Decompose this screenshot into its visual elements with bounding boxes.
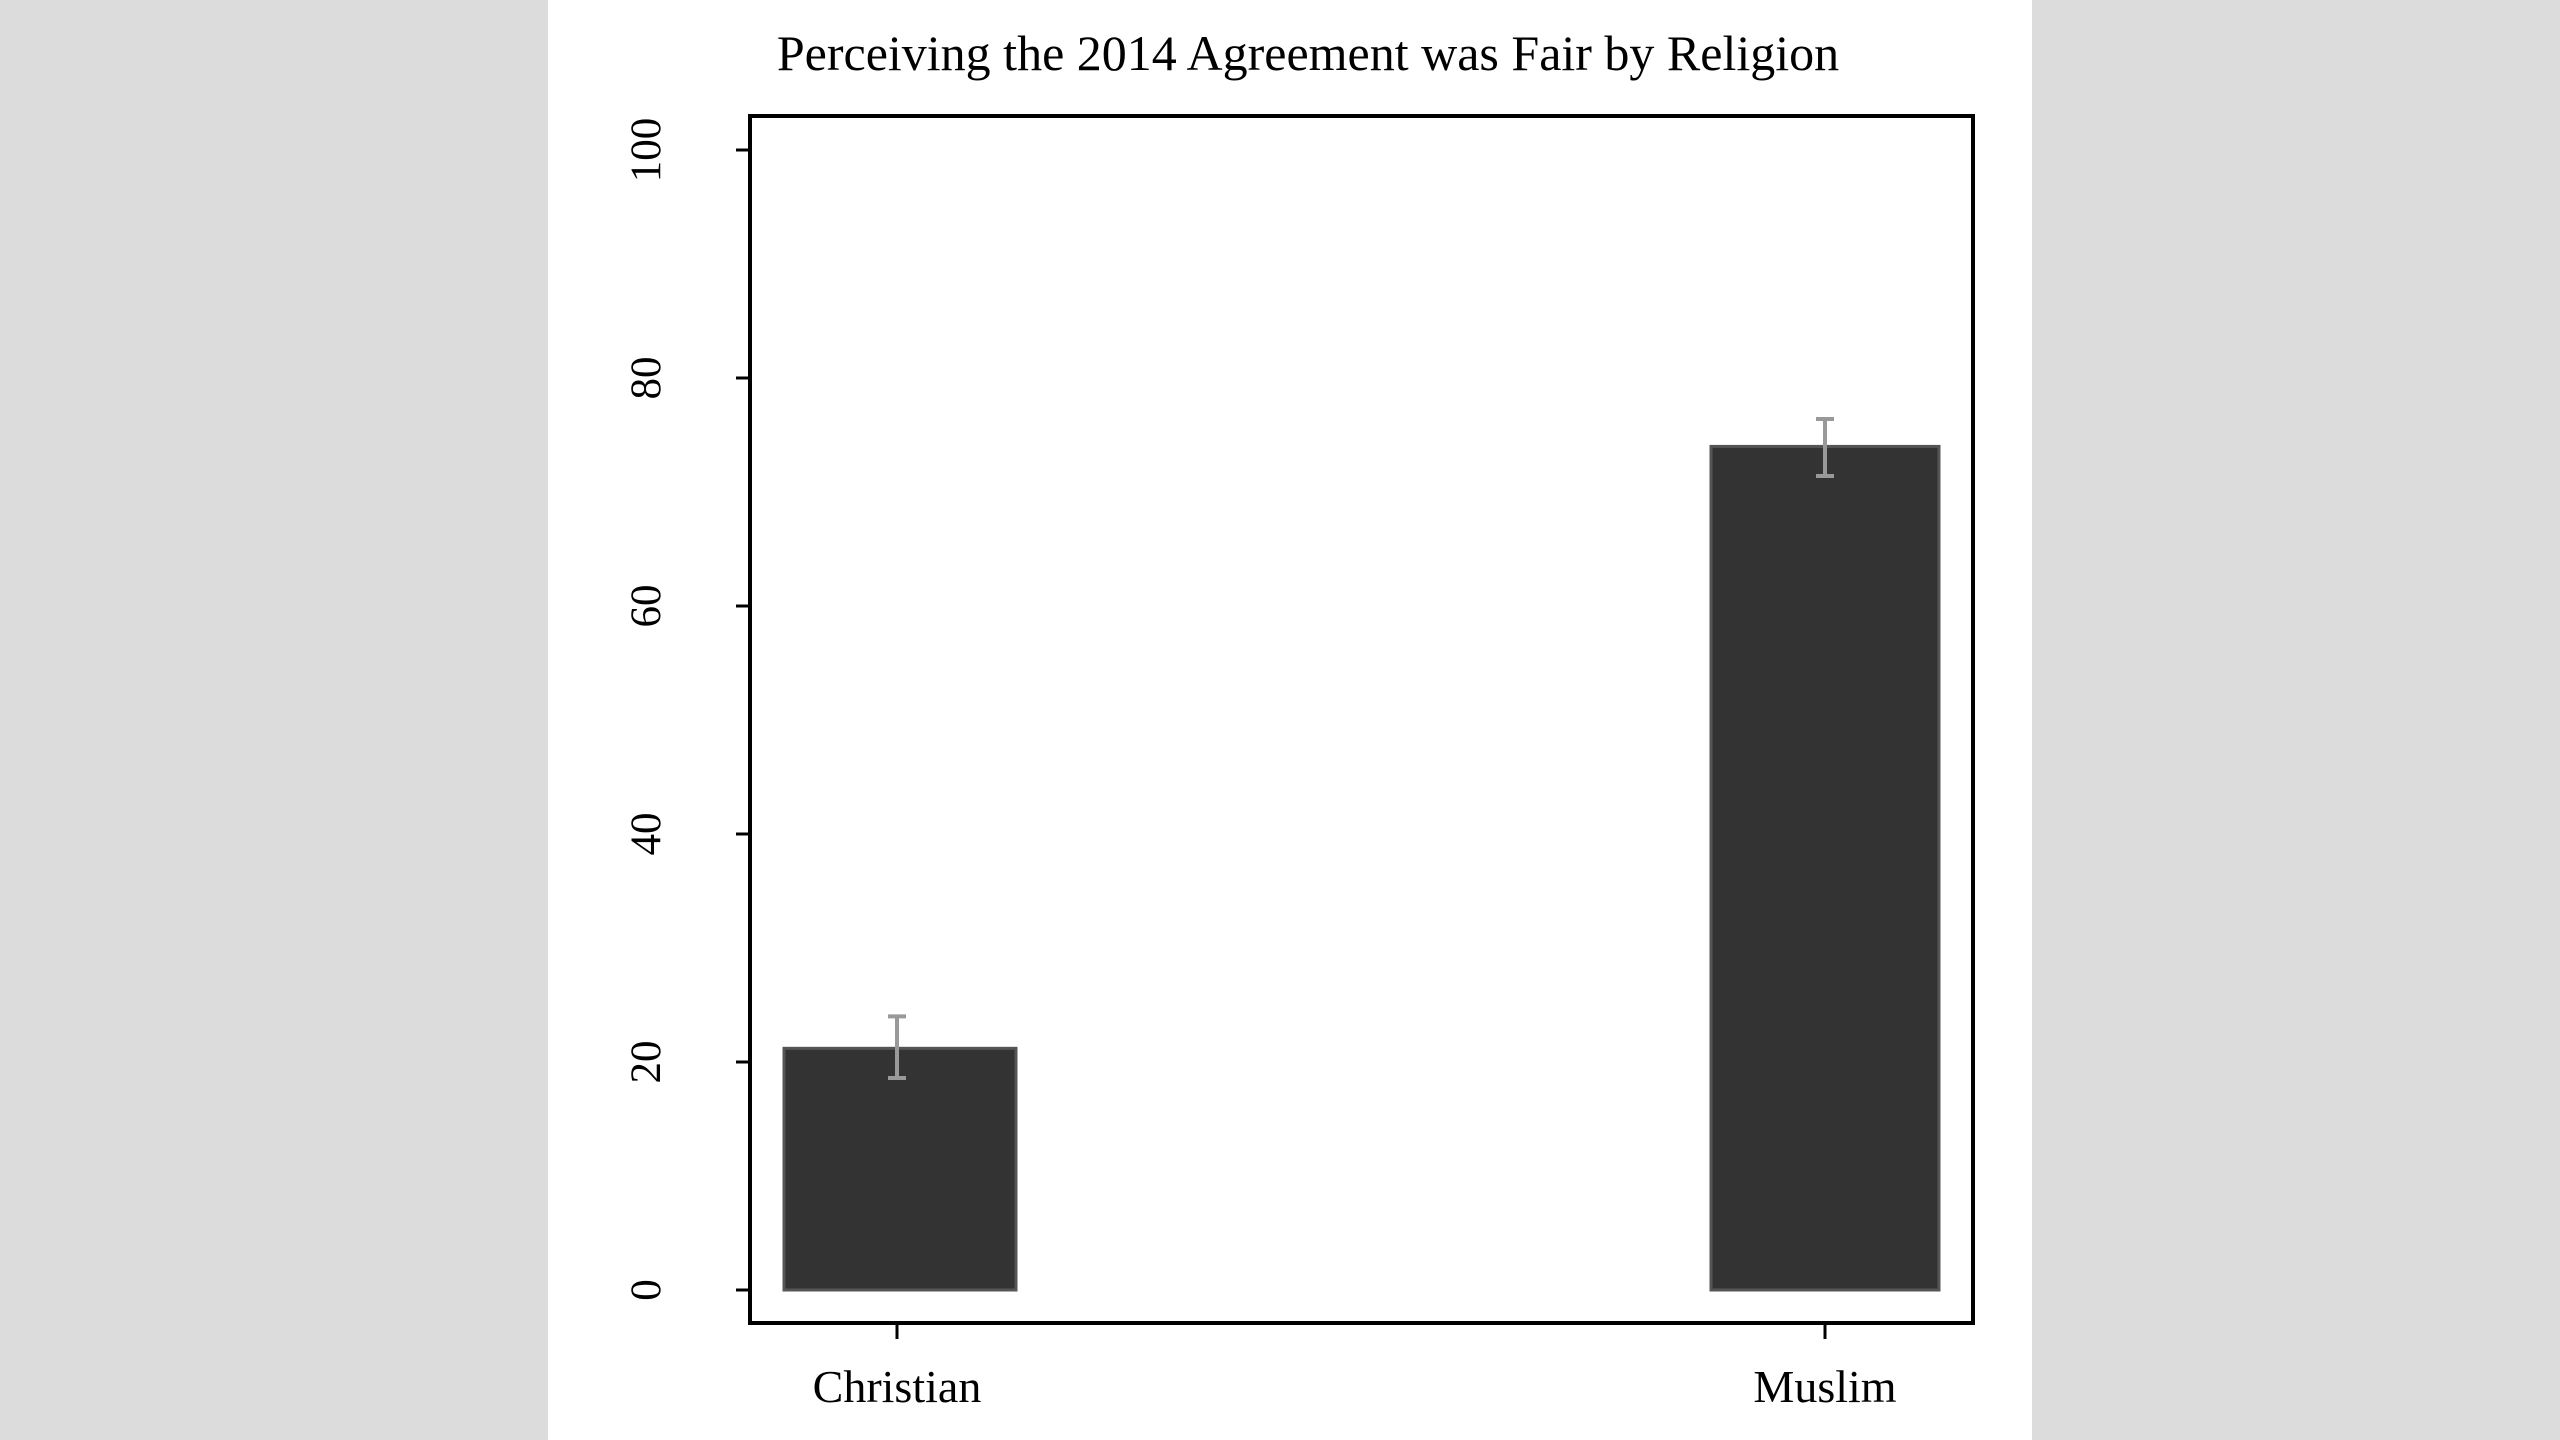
y-tick-label: 100 <box>623 118 670 183</box>
plot-area: 0 20 40 60 80 100 Christian Muslim <box>623 114 1975 1412</box>
x-tick-label-christian: Christian <box>813 1361 982 1412</box>
x-tick-label-muslim: Muslim <box>1753 1361 1896 1412</box>
y-tick-label: 20 <box>623 1041 670 1084</box>
chart-title: Perceiving the 2014 Agreement was Fair b… <box>777 25 1839 81</box>
plot-frame <box>748 114 1975 1325</box>
bar-muslim <box>1709 444 1941 1292</box>
y-tick-label: 0 <box>623 1279 670 1301</box>
y-tick-label: 40 <box>623 813 670 856</box>
y-tick-label: 80 <box>623 357 670 400</box>
y-tick-label: 60 <box>623 585 670 628</box>
bar-christian <box>782 1046 1018 1292</box>
